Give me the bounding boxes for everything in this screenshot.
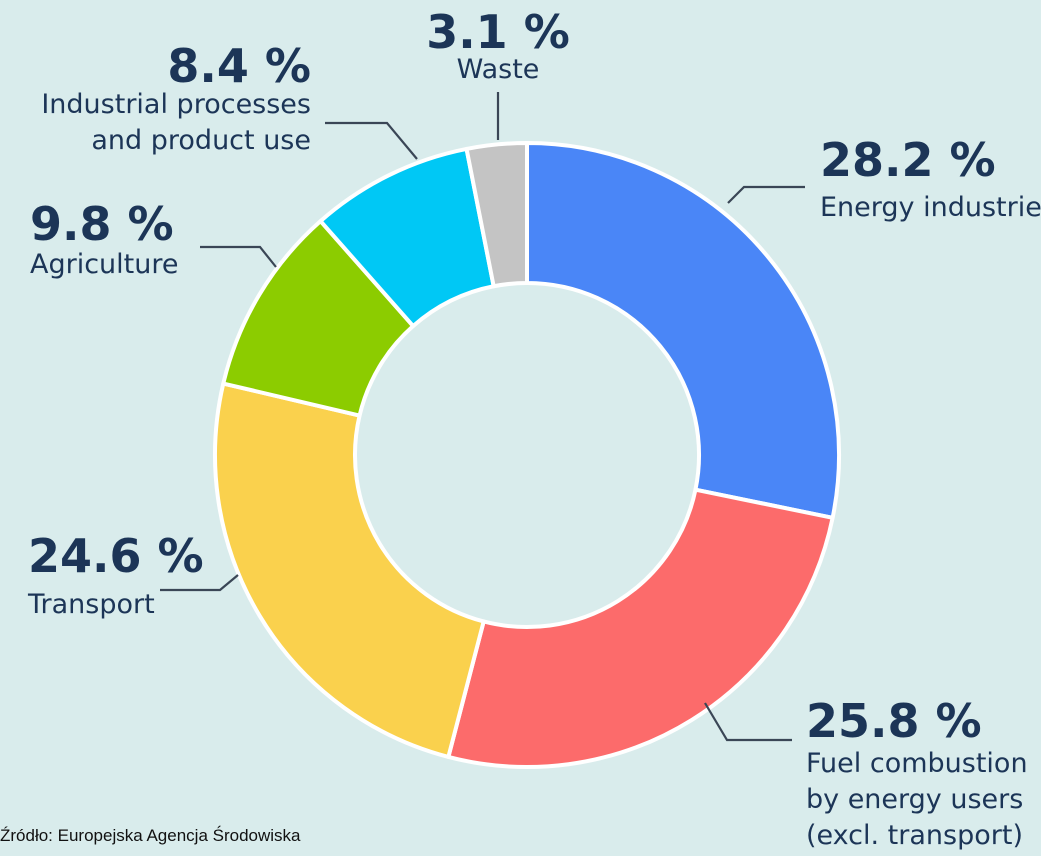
labels-group: 28.2 % Energy industries 25.8 %Fuel combus… xyxy=(27,5,1041,851)
leader-line-fuel xyxy=(704,702,792,742)
leader-line-energy xyxy=(727,185,805,204)
slice-fuel xyxy=(446,487,835,769)
category-label-energy: Energy industries xyxy=(820,192,1041,223)
leader-line-industrial xyxy=(325,121,418,160)
source-note: Źródło: Europejska Agencja Środowiska xyxy=(0,826,301,845)
leader-line-agriculture xyxy=(200,245,277,268)
slices-group xyxy=(213,141,841,769)
category-label-waste: Waste xyxy=(457,54,540,85)
pct-label-waste: 3.1 % xyxy=(426,5,570,59)
category-label-industrial: Industrial processes and product use xyxy=(41,89,311,156)
category-label-transport: Transport xyxy=(27,589,155,620)
pct-label-transport: 24.6 % xyxy=(28,529,204,583)
category-label-fuel: Fuel combustion by energy users (excl. tra… xyxy=(806,748,1028,851)
category-label-agriculture: Agriculture xyxy=(30,249,179,280)
leader-line-transport xyxy=(160,574,239,592)
slice-waste xyxy=(464,141,529,289)
pct-label-fuel: 25.8 % xyxy=(806,694,982,748)
slice-energy xyxy=(525,141,841,520)
slice-transport xyxy=(213,381,486,759)
pct-label-energy: 28.2 % xyxy=(820,133,996,187)
pct-label-agriculture: 9.8 % xyxy=(30,197,174,251)
pct-label-industrial: 8.4 % xyxy=(167,39,311,93)
